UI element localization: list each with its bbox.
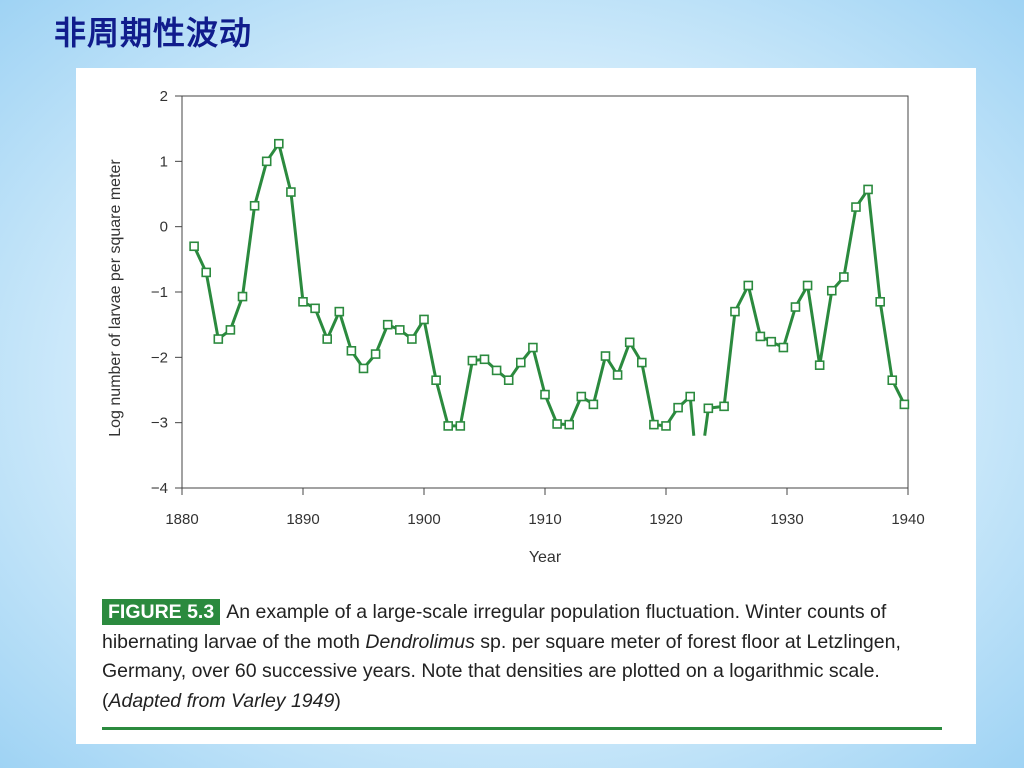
figure-panel: 2 1 0 −1 −2 −3 −4 1880 1890 1900 1910 1920 1930 1940 Y… xyxy=(76,68,976,744)
data-point xyxy=(237,291,248,302)
data-point xyxy=(703,403,714,414)
x-tick-label: 1910 xyxy=(528,511,561,528)
data-point xyxy=(600,351,611,361)
data-point xyxy=(455,421,466,431)
figure-caption: FIGURE 5.3 An example of a large-scale ir… xyxy=(102,598,952,716)
plot-frame xyxy=(181,95,909,489)
x-tick-label: 1920 xyxy=(649,511,682,528)
data-point xyxy=(649,419,659,430)
data-point xyxy=(899,399,910,410)
y-tick-label: −2 xyxy=(151,349,168,366)
caption-source: Adapted from Varley 1949 xyxy=(108,689,335,712)
slide-title: 非周期性波动 xyxy=(54,14,253,52)
caption-text-3: ) xyxy=(334,689,341,712)
data-point xyxy=(274,138,284,149)
data-point xyxy=(491,365,502,376)
data-point xyxy=(225,325,236,335)
data-point xyxy=(407,334,417,344)
data-point xyxy=(814,360,825,370)
data-point xyxy=(346,345,357,356)
data-point xyxy=(201,267,211,278)
data-point xyxy=(624,337,635,348)
caption-rule xyxy=(102,727,942,730)
data-point xyxy=(612,370,623,380)
data-point xyxy=(394,325,405,335)
data-point xyxy=(802,280,813,291)
caption-text-2: sp. per square meter of forest floor at … xyxy=(102,630,901,712)
x-tick-label: 1900 xyxy=(407,511,440,528)
data-point xyxy=(261,156,272,167)
data-point xyxy=(875,297,885,307)
data-point xyxy=(719,401,729,412)
data-point xyxy=(743,280,754,291)
population-chart: 2 1 0 −1 −2 −3 −4 1880 1890 1900 1910 1920 1930 1940 Y… xyxy=(107,88,925,566)
data-point xyxy=(249,200,260,211)
data-point xyxy=(528,342,538,353)
data-point xyxy=(661,421,671,431)
figure-badge: FIGURE 5.3 xyxy=(102,599,221,625)
data-point xyxy=(636,357,647,368)
data-point xyxy=(419,314,429,325)
data-point xyxy=(310,303,320,314)
data-point xyxy=(588,399,599,410)
data-point xyxy=(189,241,199,252)
data-point xyxy=(766,336,777,347)
data-point xyxy=(790,302,801,312)
data-point xyxy=(382,319,393,330)
data-point xyxy=(839,272,849,282)
x-tick-label: 1940 xyxy=(891,511,924,528)
y-tick-label: −4 xyxy=(151,480,168,497)
data-point xyxy=(755,331,766,342)
data-point xyxy=(479,354,490,365)
data-point xyxy=(730,306,740,317)
data-point xyxy=(552,419,562,429)
data-point xyxy=(322,334,332,344)
data-point xyxy=(515,357,526,368)
data-point xyxy=(358,363,369,374)
data-point xyxy=(443,421,454,431)
data-point xyxy=(673,402,683,413)
data-point xyxy=(540,389,550,400)
data-point xyxy=(503,375,514,386)
series-line xyxy=(703,187,906,436)
caption-species: Dendrolimus xyxy=(365,630,475,653)
y-axis-title: Log number of larvae per square meter xyxy=(107,159,124,437)
caption-text-1: An example of a large-scale irregular po… xyxy=(102,601,887,653)
data-point xyxy=(564,419,575,430)
x-tick-label: 1890 xyxy=(286,511,319,528)
data-point xyxy=(863,184,873,195)
series-line xyxy=(192,142,696,436)
y-tick-label: −3 xyxy=(151,415,168,432)
data-point xyxy=(298,297,308,307)
data-point xyxy=(370,349,381,359)
data-point xyxy=(826,285,837,296)
data-point xyxy=(431,375,441,386)
y-tick-label: −1 xyxy=(151,284,168,301)
data-point xyxy=(576,391,587,402)
x-tick-label: 1930 xyxy=(770,511,803,528)
data-point xyxy=(467,355,478,366)
y-tick-label: 2 xyxy=(160,88,168,105)
y-tick-label: 1 xyxy=(160,153,168,170)
data-point xyxy=(286,187,296,197)
data-point xyxy=(851,202,861,212)
data-point xyxy=(334,306,345,317)
data-point xyxy=(213,334,224,344)
x-tick-label: 1880 xyxy=(165,511,198,528)
data-point xyxy=(685,391,696,402)
data-point xyxy=(887,375,898,386)
data-point xyxy=(778,342,789,353)
x-axis-title: Year xyxy=(529,549,562,566)
y-tick-label: 0 xyxy=(160,219,168,236)
